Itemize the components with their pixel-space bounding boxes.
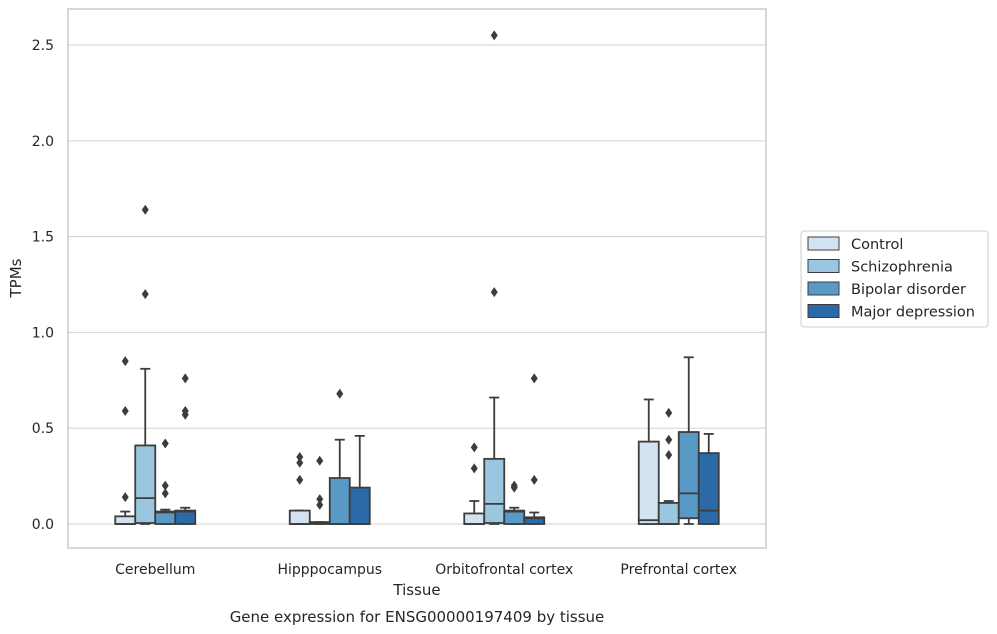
legend-swatch [807,236,840,251]
outlier-point [316,455,324,466]
interquartile-box [348,486,371,525]
interquartile-box [523,516,546,525]
box [134,204,157,525]
legend-entry-label: Schizophrenia [851,260,953,276]
interquartile-box [697,452,720,525]
outlier-point [530,474,538,485]
x-tick-label: Prefrontal cortex [620,562,737,578]
y-tick-label: 0.0 [32,517,54,533]
legend-entry-label: Bipolar disorder [851,282,966,298]
box [154,438,177,525]
box [523,373,546,525]
legend-entry-label: Major depression [851,305,975,321]
box [503,480,526,525]
box [697,433,720,525]
y-gridlines [68,44,766,525]
interquartile-box [154,510,177,525]
y-tick-label: 1.0 [32,325,54,341]
legend-entry-label: Control [851,237,903,253]
outlier-point [141,204,149,215]
outlier-point [316,494,324,505]
outlier-point [161,438,169,449]
outlier-point [121,356,129,367]
outlier-point [296,457,304,468]
interquartile-box [463,512,486,525]
outlier-point [316,499,324,510]
interquartile-box [114,515,137,525]
outlier-point [665,450,673,461]
legend-swatch [807,259,840,273]
legend-frame [800,230,989,328]
series-schizophrenia [134,30,680,525]
box [308,455,331,525]
x-tick-labels: Cerebellum Hipppocampus Orbitofrontal cort… [115,562,737,578]
y-axis-label: TPMs [7,258,25,298]
box-plot-series [114,30,720,525]
y-tick-label: 1.5 [32,230,54,246]
y-tick-labels: 0.0 0.5 1.0 1.5 2.0 2.5 [32,38,54,533]
legend-swatch [807,281,840,296]
interquartile-box [503,509,526,525]
chart-caption: Gene expression for ENSG00000197409 by t… [230,608,605,626]
legend: Control Schizophrenia Bipolar disorder Majo… [800,230,989,328]
outlier-point [470,442,478,453]
legend-swatch [807,304,840,318]
x-tick-label: Cerebellum [115,562,195,578]
outlier-point [470,463,478,474]
interquartile-box [134,444,157,524]
outlier-point [181,409,189,420]
outlier-point [296,474,304,485]
y-tick-label: 0.5 [32,421,54,437]
outlier-point [161,480,169,491]
outlier-point [665,434,673,445]
outlier-point [336,388,344,399]
box [483,30,506,525]
box [114,356,137,525]
series-control [114,356,660,525]
box [463,442,486,525]
box [174,373,197,525]
outlier-point [121,492,129,503]
interquartile-box [483,457,506,524]
box [637,398,660,525]
interquartile-box [637,440,660,525]
x-tick-label: Hipppocampus [277,562,382,578]
y-tick-label: 2.0 [32,134,54,150]
y-tick-label: 2.5 [32,38,54,54]
interquartile-box [328,477,351,525]
box [288,451,311,525]
outlier-point [530,373,538,384]
outlier-point [121,405,129,416]
box [348,434,371,525]
box [328,388,351,525]
outlier-point [296,451,304,462]
interquartile-box [657,502,680,525]
outlier-point [161,488,169,499]
outlier-point [490,30,498,41]
interquartile-box [677,431,700,520]
box [677,356,700,525]
outlier-point [665,407,673,418]
plot-area-frame [67,8,767,549]
outlier-point [490,287,498,298]
outlier-point [510,482,518,493]
outlier-point [141,289,149,300]
series-major-depression [174,373,720,525]
interquartile-box [288,509,311,525]
x-axis-label: Tissue [392,581,440,599]
series-bipolar-disorder [154,356,700,525]
box [657,407,680,525]
interquartile-box [174,509,197,525]
x-tick-label: Orbitofrontal cortex [435,562,573,578]
outlier-point [181,373,189,384]
